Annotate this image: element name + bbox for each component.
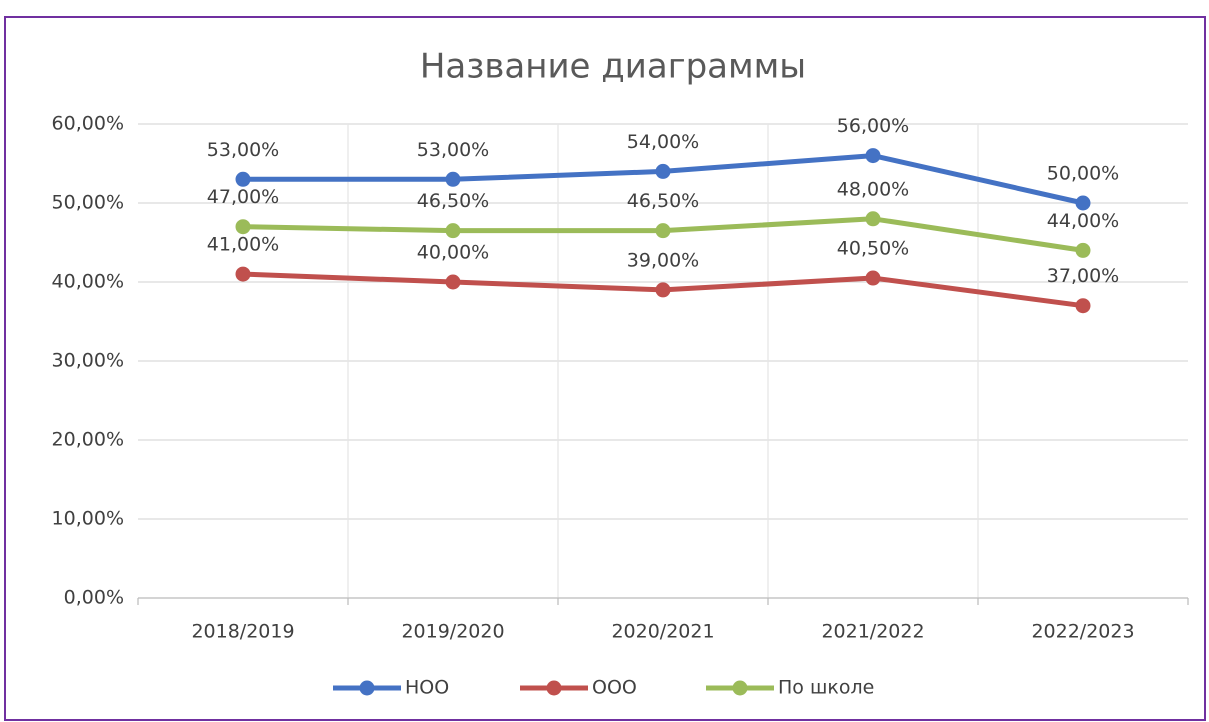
data-label: 47,00% [207, 186, 279, 208]
legend-marker [732, 680, 748, 696]
data-point [445, 223, 461, 239]
y-tick-label: 40,00% [52, 271, 124, 293]
legend-label: НОО [405, 677, 449, 699]
data-point [1075, 195, 1091, 211]
y-tick-label: 20,00% [52, 429, 124, 451]
data-label: 53,00% [207, 139, 279, 161]
data-label: 56,00% [837, 115, 909, 137]
y-tick-label: 10,00% [52, 508, 124, 530]
data-point [865, 211, 881, 227]
legend-marker [359, 680, 375, 696]
x-tick-label: 2019/2020 [401, 621, 504, 643]
data-label: 46,50% [417, 190, 489, 212]
data-label: 40,50% [837, 238, 909, 260]
data-label: 54,00% [627, 131, 699, 153]
data-point [235, 171, 251, 187]
data-point [235, 266, 251, 282]
x-tick-label: 2020/2021 [611, 621, 714, 643]
data-point [445, 171, 461, 187]
data-point [1075, 298, 1091, 314]
legend-label: ООО [592, 677, 637, 699]
data-label: 48,00% [837, 178, 909, 200]
chart-title: Название диаграммы [420, 47, 806, 87]
data-label: 44,00% [1047, 210, 1119, 232]
data-label: 46,50% [627, 190, 699, 212]
data-label: 53,00% [417, 139, 489, 161]
x-tick-label: 2021/2022 [821, 621, 924, 643]
chart-frame [4, 16, 1206, 721]
data-point [865, 270, 881, 286]
data-point [655, 163, 671, 179]
x-tick-label: 2022/2023 [1031, 621, 1134, 643]
data-label: 50,00% [1047, 163, 1119, 185]
y-tick-label: 60,00% [52, 113, 124, 135]
data-label: 40,00% [417, 242, 489, 264]
data-point [1075, 242, 1091, 258]
data-label: 39,00% [627, 249, 699, 271]
data-label: 37,00% [1047, 265, 1119, 287]
data-point [655, 223, 671, 239]
data-point [235, 219, 251, 235]
y-tick-label: 0,00% [64, 587, 124, 609]
y-tick-label: 30,00% [52, 350, 124, 372]
y-tick-label: 50,00% [52, 192, 124, 214]
x-tick-label: 2018/2019 [191, 621, 294, 643]
data-point [865, 148, 881, 164]
data-point [445, 274, 461, 290]
legend-label: По школе [778, 677, 874, 699]
data-point [655, 282, 671, 298]
legend-marker [546, 680, 562, 696]
data-label: 41,00% [207, 234, 279, 256]
